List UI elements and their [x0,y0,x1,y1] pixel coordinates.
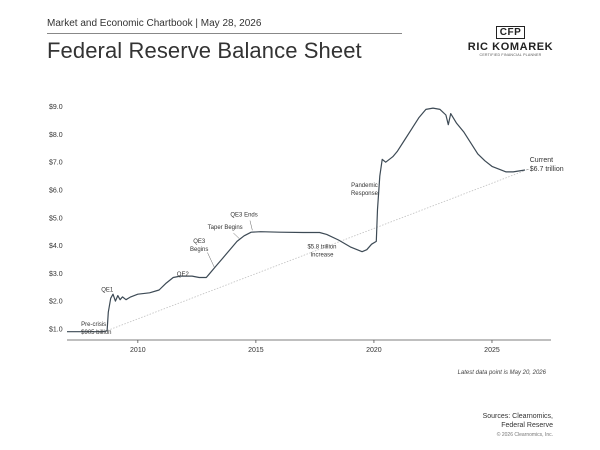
annotation-current: Current $6.7 trillion [530,157,564,173]
x-tick-label-2015: 2015 [248,347,264,354]
latest-data-note: Latest data point is May 20, 2026 [457,370,546,376]
logo-mark: CFP [495,26,526,39]
company-logo: CFP RIC KOMAREK CERTIFIED FINANCIAL PLAN… [463,22,558,57]
sources-line-1: Sources: Clearnomics, [482,413,553,420]
x-tick-label-2025: 2025 [484,347,500,354]
y-tick-label-6: $6.0 [49,188,63,195]
sources: Sources: Clearnomics, Federal Reserve [430,412,553,430]
y-tick-label-9: $9.0 [49,104,63,111]
y-tick-label-5: $5.0 [49,215,63,222]
annotation-pandemic-response: Pandemic Response [351,183,379,197]
annotation-leader-taper-begins [233,232,240,239]
annotation-leader-qe3-begins [207,252,215,268]
y-tick-label-1: $1.0 [49,326,63,333]
sources-line-2: Federal Reserve [501,422,553,429]
annotation-taper-begins: Taper Begins [208,225,243,231]
y-tick-label-7: $7.0 [49,160,63,167]
trend-line [104,170,526,332]
header-divider [47,33,402,34]
balance-sheet-line [67,107,526,333]
page-title: Federal Reserve Balance Sheet [47,38,362,63]
annotation-qe1: QE1 [101,287,114,293]
copyright: © 2026 Clearnomics, Inc. [496,432,553,438]
x-tick-label-2010: 2010 [130,347,146,354]
annotation-leader-qe3-ends [249,220,253,231]
y-tick-label-4: $4.0 [49,243,63,250]
annotation-qe3-ends: QE3 Ends [230,212,257,218]
annotation-pre-crisis: Pre-crisis $905 billion [81,322,111,336]
annotation-qe2: QE2 [177,272,190,278]
y-tick-label-3: $3.0 [49,271,63,278]
logo-tagline: CERTIFIED FINANCIAL PLANNER [479,53,542,57]
logo-name: RIC KOMAREK [467,41,554,53]
annotation-5-8-trillion-increase: $5.8 trillion Increase [307,244,336,258]
x-tick-label-2020: 2020 [366,347,382,354]
y-tick-label-2: $2.0 [49,299,63,306]
chartbook-subtitle: Market and Economic Chartbook | May 28, … [47,18,262,29]
annotation-leader-current [526,168,529,171]
y-tick-label-8: $8.0 [49,132,63,139]
annotation-qe3-begins: QE3 Begins [190,239,208,253]
